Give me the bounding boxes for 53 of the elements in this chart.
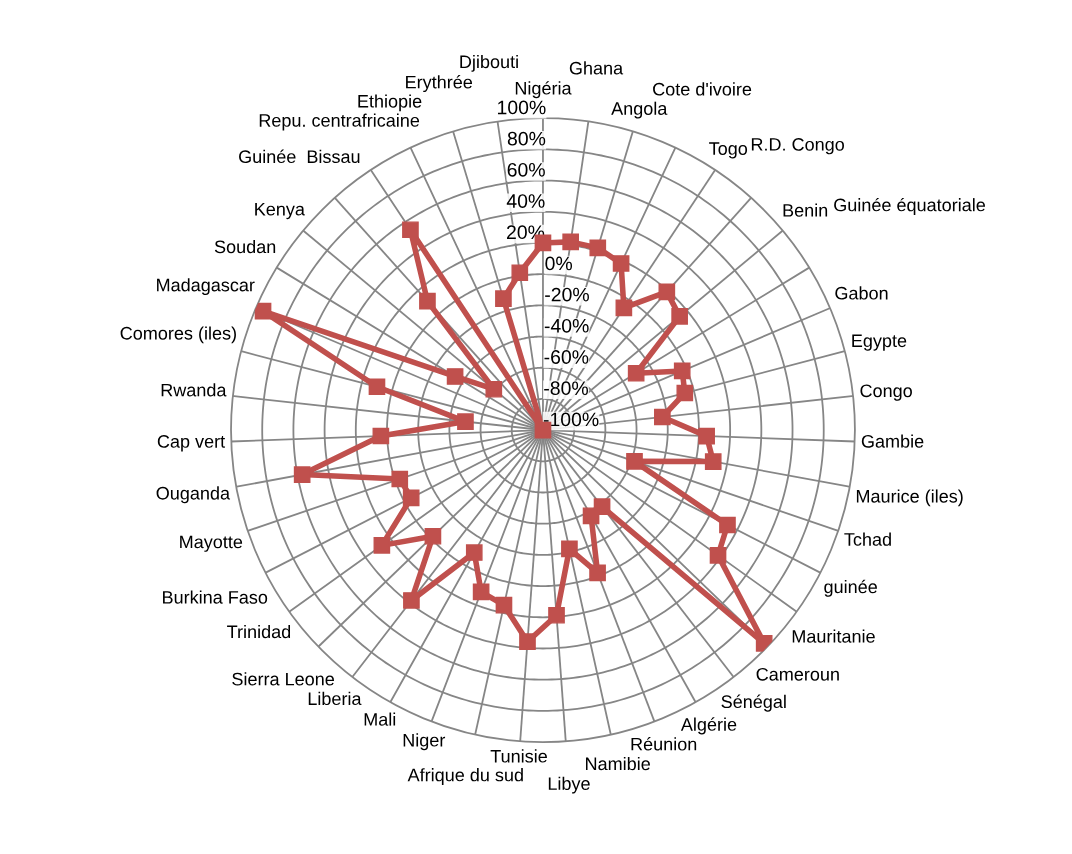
spoke-label: Ethiopie (358, 94, 422, 112)
spoke-label: Repu. centrafricaine (259, 113, 420, 131)
spoke-label: Niger (403, 733, 446, 751)
spoke-label: Egypte (852, 334, 907, 351)
y-tick-label: 80% (507, 131, 546, 146)
spoke-label: Namibie (586, 756, 650, 771)
spoke-label: Guinée Bissau (239, 149, 360, 164)
spoke-label: Cameroun (756, 667, 839, 681)
spoke-label: Burkina Faso (163, 590, 268, 604)
spoke-label: Madagascar (157, 278, 255, 296)
spoke-label: Maurice (iles) (856, 489, 963, 507)
spoke-label: Soudan (214, 239, 276, 254)
spoke-label: Angola (611, 101, 668, 119)
y-tick-label: 100% (497, 100, 546, 115)
spoke-label: Gabon (835, 286, 888, 300)
spoke-label: Mali (364, 712, 396, 726)
y-tick-label: -100% (543, 412, 599, 427)
y-tick-label: -80% (544, 381, 588, 396)
spoke-label: Rwanda (161, 383, 227, 397)
spoke-label: Cap vert (157, 435, 226, 452)
spoke-label: Djibouti (460, 54, 518, 72)
spoke-label: Cote d'ivoire (653, 82, 752, 96)
spoke-label: Nigéria (515, 81, 572, 99)
spoke-label: Ghana (569, 61, 624, 75)
y-tick-label: 0% (545, 256, 573, 271)
spoke-label: Tunisie (490, 749, 547, 763)
y-tick-label: 60% (507, 162, 545, 177)
spoke-label: Erythrée (406, 75, 473, 93)
spoke-label: Ouganda (156, 486, 231, 504)
y-tick-label: -20% (545, 287, 589, 302)
spoke-label: guinée (824, 579, 877, 597)
spoke-label: Togo (709, 142, 748, 159)
spoke-label: R.D. Congo (751, 138, 844, 155)
spoke-label: Mauritanie (792, 629, 875, 643)
y-tick-label: -40% (544, 318, 589, 333)
spoke-label: Gambie (861, 434, 924, 448)
spoke-label: Algérie (680, 717, 737, 735)
spoke-label: Comores (iles) (120, 326, 236, 344)
spoke-label: Afrique du sud (407, 768, 523, 785)
y-tick-label: 40% (506, 194, 545, 208)
spoke-label: Mayotte (180, 535, 243, 552)
spoke-label: Kenya (255, 202, 305, 220)
spoke-label: Liberia (308, 691, 362, 706)
spoke-label: Trinidad (227, 624, 291, 639)
spoke-label: Congo (860, 384, 912, 401)
spoke-label: Sénégal (721, 694, 786, 712)
spoke-label: Sierra Leone (232, 672, 334, 686)
spoke-label: Réunion (631, 737, 697, 751)
spoke-label: Guinée équatoriale (834, 197, 986, 215)
spoke-label: Benin (783, 203, 828, 217)
spoke-label: Libye (548, 776, 590, 794)
spoke-label: Tchad (844, 532, 891, 546)
y-tick-label: -60% (544, 350, 589, 364)
